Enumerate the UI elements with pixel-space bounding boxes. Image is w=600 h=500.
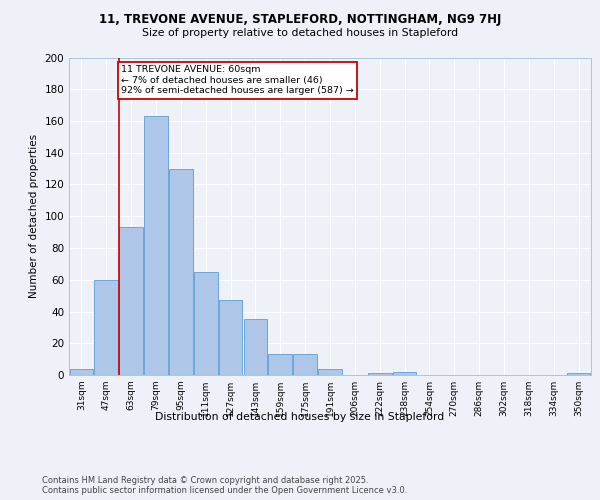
Y-axis label: Number of detached properties: Number of detached properties — [29, 134, 39, 298]
Bar — [567, 374, 590, 375]
Text: Size of property relative to detached houses in Stapleford: Size of property relative to detached ho… — [142, 28, 458, 38]
Bar — [393, 372, 416, 375]
Text: Contains HM Land Registry data © Crown copyright and database right 2025.
Contai: Contains HM Land Registry data © Crown c… — [42, 476, 407, 495]
Text: Distribution of detached houses by size in Stapleford: Distribution of detached houses by size … — [155, 412, 445, 422]
Bar — [244, 320, 267, 375]
Bar — [94, 280, 118, 375]
Bar — [219, 300, 242, 375]
Bar — [70, 368, 93, 375]
Bar — [318, 368, 342, 375]
Text: 11 TREVONE AVENUE: 60sqm
← 7% of detached houses are smaller (46)
92% of semi-de: 11 TREVONE AVENUE: 60sqm ← 7% of detache… — [121, 66, 354, 95]
Bar — [194, 272, 218, 375]
Bar — [144, 116, 168, 375]
Bar — [169, 168, 193, 375]
Bar — [119, 228, 143, 375]
Bar — [268, 354, 292, 375]
Bar — [368, 374, 392, 375]
Bar — [293, 354, 317, 375]
Text: 11, TREVONE AVENUE, STAPLEFORD, NOTTINGHAM, NG9 7HJ: 11, TREVONE AVENUE, STAPLEFORD, NOTTINGH… — [99, 12, 501, 26]
